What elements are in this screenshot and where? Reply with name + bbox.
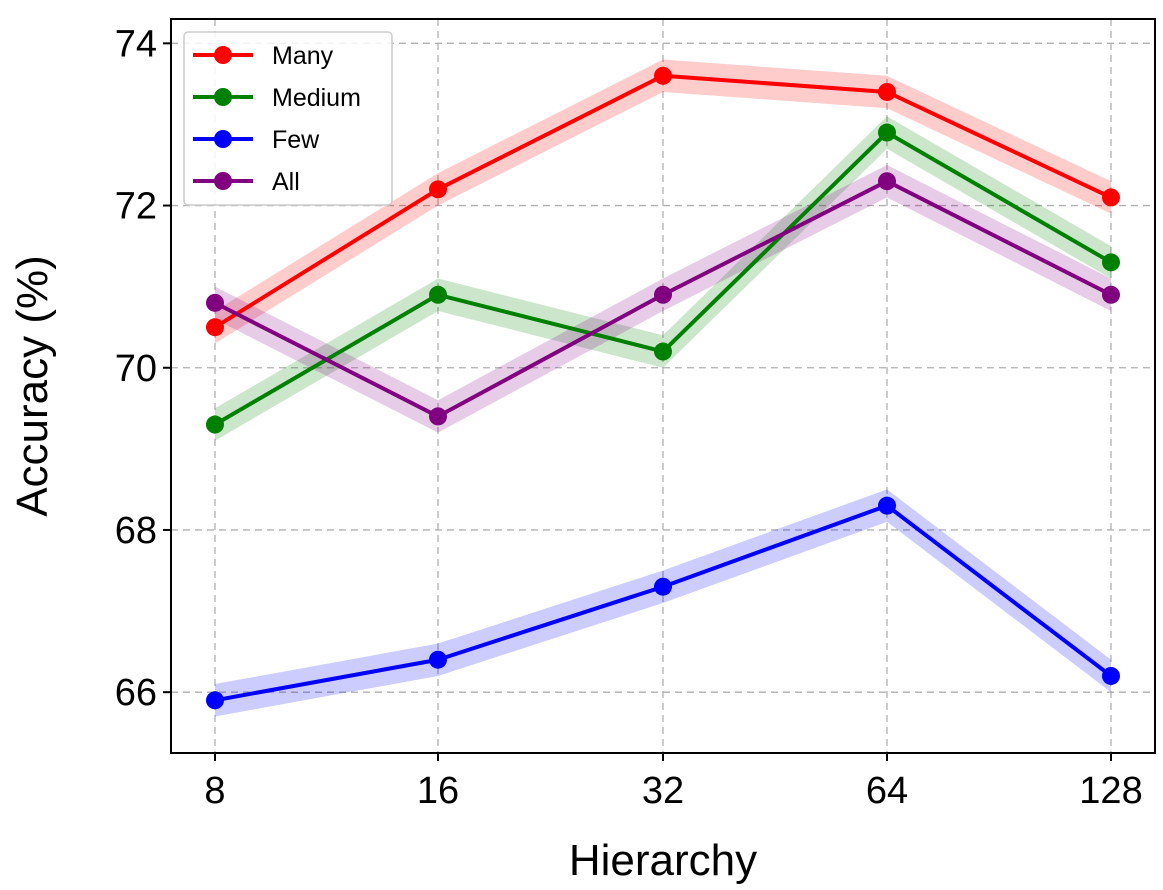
data-points	[206, 66, 1120, 710]
legend-swatch-marker	[214, 88, 232, 106]
x-tick-label: 128	[1079, 770, 1142, 812]
y-tick-label: 68	[115, 510, 157, 552]
legend-label: Few	[272, 126, 320, 154]
point-many	[654, 66, 672, 85]
y-tick-label: 66	[115, 672, 157, 714]
y-tick-label: 74	[115, 23, 157, 65]
legend-box	[183, 31, 393, 206]
point-few	[206, 691, 224, 710]
legend-swatch-marker	[214, 130, 232, 148]
point-all	[654, 285, 672, 304]
point-many	[1102, 188, 1120, 207]
point-medium	[206, 415, 224, 434]
point-many	[429, 180, 447, 199]
point-few	[429, 650, 447, 669]
legend-label: Many	[272, 42, 334, 70]
point-medium	[429, 285, 447, 304]
x-tick-label: 16	[417, 770, 459, 812]
y-tick-label: 72	[115, 186, 157, 228]
x-axis-label: Hierarchy	[569, 836, 757, 885]
point-many	[206, 318, 224, 337]
legend: Many Medium Few All	[183, 31, 393, 206]
x-tick-label: 64	[866, 770, 908, 812]
point-all	[1102, 285, 1120, 304]
y-axis-label: Accuracy (%)	[8, 255, 57, 517]
x-axis-ticks: 8 16 32 64 128	[204, 753, 1143, 812]
point-medium	[878, 123, 896, 142]
legend-label: Medium	[272, 84, 361, 112]
point-few	[1102, 666, 1120, 685]
point-all	[206, 293, 224, 312]
point-all	[878, 172, 896, 191]
legend-swatch-marker	[214, 172, 232, 190]
y-axis-ticks: 66 68 70 72 74	[115, 23, 171, 714]
point-medium	[1102, 253, 1120, 272]
legend-swatch-marker	[214, 46, 232, 64]
x-tick-label: 32	[642, 770, 684, 812]
y-tick-label: 70	[115, 348, 157, 390]
point-few	[654, 577, 672, 596]
point-many	[878, 82, 896, 101]
point-few	[878, 496, 896, 515]
legend-label: All	[272, 168, 300, 196]
point-all	[429, 407, 447, 426]
band-many	[215, 59, 1111, 344]
x-tick-label: 8	[204, 770, 225, 812]
point-medium	[654, 342, 672, 361]
